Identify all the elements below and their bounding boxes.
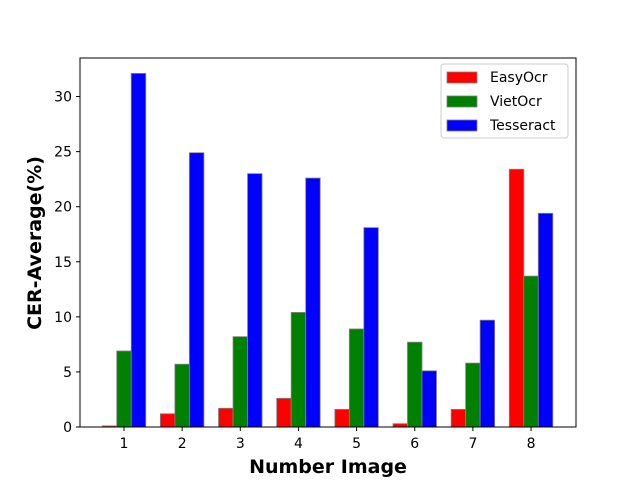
legend-swatch-tesseract bbox=[446, 119, 478, 132]
bar-easyocr-5 bbox=[334, 408, 350, 428]
bar-vietocr-3 bbox=[232, 336, 248, 428]
y-tick-label: 10 bbox=[54, 310, 72, 326]
bar-tesseract-5 bbox=[363, 227, 379, 428]
bar-tesseract-7 bbox=[479, 319, 496, 428]
bars-group bbox=[101, 73, 554, 428]
bar-tesseract-4 bbox=[305, 177, 321, 428]
bar-easyocr-2 bbox=[159, 413, 176, 428]
x-axis-title: Number Image bbox=[249, 456, 407, 478]
bar-tesseract-8 bbox=[537, 212, 554, 428]
legend: EasyOcr VietOcr Tesseract bbox=[440, 63, 569, 139]
legend-swatch-vietocr bbox=[446, 95, 478, 108]
bar-tesseract-1 bbox=[130, 73, 147, 428]
bar-vietocr-6 bbox=[407, 341, 423, 428]
x-tick-label: 5 bbox=[352, 436, 361, 452]
bar-easyocr-3 bbox=[218, 407, 234, 428]
y-axis-title: CER-Average(%) bbox=[24, 156, 46, 330]
bar-vietocr-5 bbox=[348, 328, 365, 428]
y-tick-label: 30 bbox=[54, 90, 72, 106]
plot-frame bbox=[79, 57, 577, 428]
x-tick-label: 1 bbox=[120, 436, 129, 452]
x-tick-label: 7 bbox=[468, 436, 477, 452]
x-tick-label: 3 bbox=[236, 436, 245, 452]
y-tick-label: 20 bbox=[54, 200, 72, 216]
legend-label-easyocr: EasyOcr bbox=[490, 70, 548, 86]
bar-tesseract-6 bbox=[421, 370, 437, 428]
x-tick-label: 2 bbox=[178, 436, 187, 452]
bar-vietocr-1 bbox=[116, 350, 132, 428]
legend-swatch-easyocr bbox=[446, 71, 478, 84]
bar-easyocr-8 bbox=[508, 168, 525, 428]
bar-easyocr-4 bbox=[276, 397, 292, 428]
x-tick-label: 6 bbox=[410, 436, 419, 452]
legend-label-vietocr: VietOcr bbox=[490, 94, 542, 110]
y-tick-label: 15 bbox=[54, 255, 72, 271]
bar-easyocr-7 bbox=[450, 408, 467, 428]
bar-vietocr-7 bbox=[465, 362, 481, 428]
x-axis: 1 2 3 4 5 6 7 8 bbox=[120, 427, 536, 452]
bar-vietocr-4 bbox=[290, 312, 307, 428]
bar-tesseract-3 bbox=[247, 173, 263, 428]
legend-label-tesseract: Tesseract bbox=[489, 118, 556, 134]
y-tick-label: 25 bbox=[54, 145, 72, 161]
y-tick-label: 5 bbox=[63, 365, 72, 381]
bar-vietocr-8 bbox=[523, 275, 539, 428]
x-tick-label: 4 bbox=[294, 436, 303, 452]
bar-vietocr-2 bbox=[174, 363, 190, 428]
x-tick-label: 8 bbox=[527, 436, 536, 452]
y-tick-label: 0 bbox=[63, 420, 72, 436]
bar-tesseract-2 bbox=[188, 152, 205, 428]
y-axis: 0 5 10 15 20 25 30 bbox=[54, 90, 80, 436]
